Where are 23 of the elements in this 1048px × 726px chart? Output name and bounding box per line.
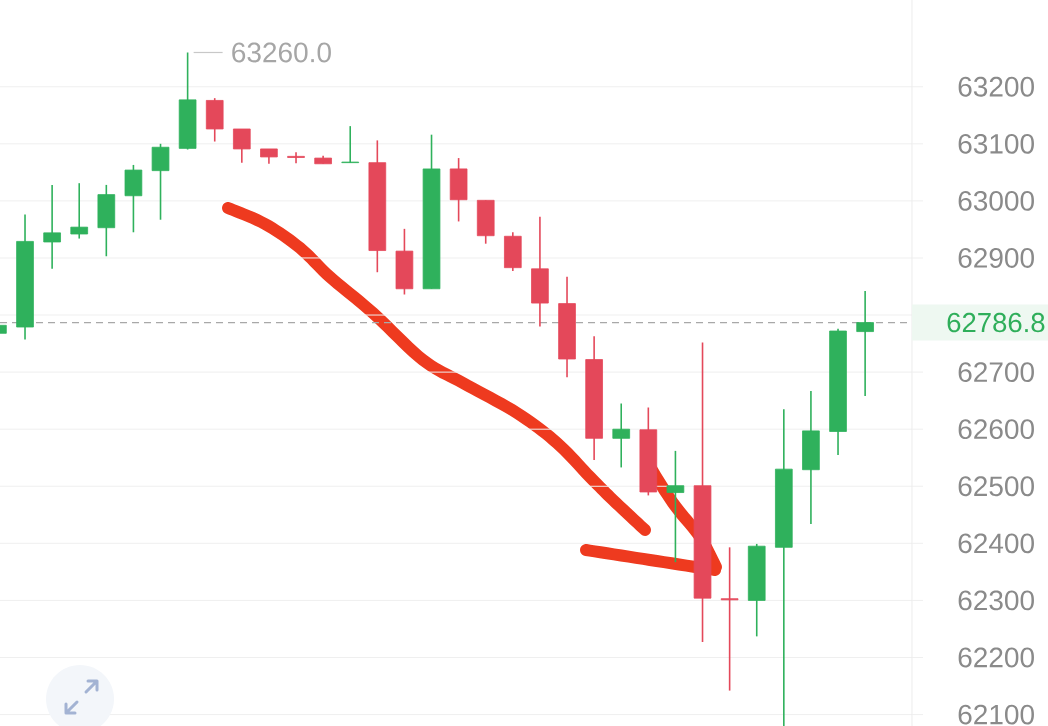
annotation: 63260.0 (232, 42, 331, 63)
candlestick (287, 151, 305, 165)
candlestick (856, 290, 874, 397)
candlestick (341, 125, 360, 164)
y-tick-label: 62100 (958, 704, 1034, 725)
y-tick-label: 62300 (958, 590, 1034, 611)
y-tick-label: 63200 (958, 76, 1034, 97)
y-tick-label: 62600 (958, 419, 1034, 440)
ref-line-label: 62786.8 (947, 312, 1045, 333)
candlestick (70, 182, 89, 240)
candlestick (720, 546, 739, 692)
y-tick-label: 62900 (958, 248, 1034, 268)
y-tick-label: 62700 (958, 362, 1034, 383)
candlestick (612, 402, 631, 469)
candlestick (233, 128, 251, 164)
candlestick (151, 143, 170, 221)
y-tick-label: 63100 (958, 133, 1034, 154)
y-tick-label: 63000 (958, 190, 1034, 211)
y-tick-label: 62500 (958, 476, 1034, 497)
candlestick (666, 450, 685, 563)
y-tick-label: 62400 (958, 533, 1034, 554)
y-tick-label: 62200 (958, 647, 1034, 668)
candlestick (43, 184, 61, 270)
